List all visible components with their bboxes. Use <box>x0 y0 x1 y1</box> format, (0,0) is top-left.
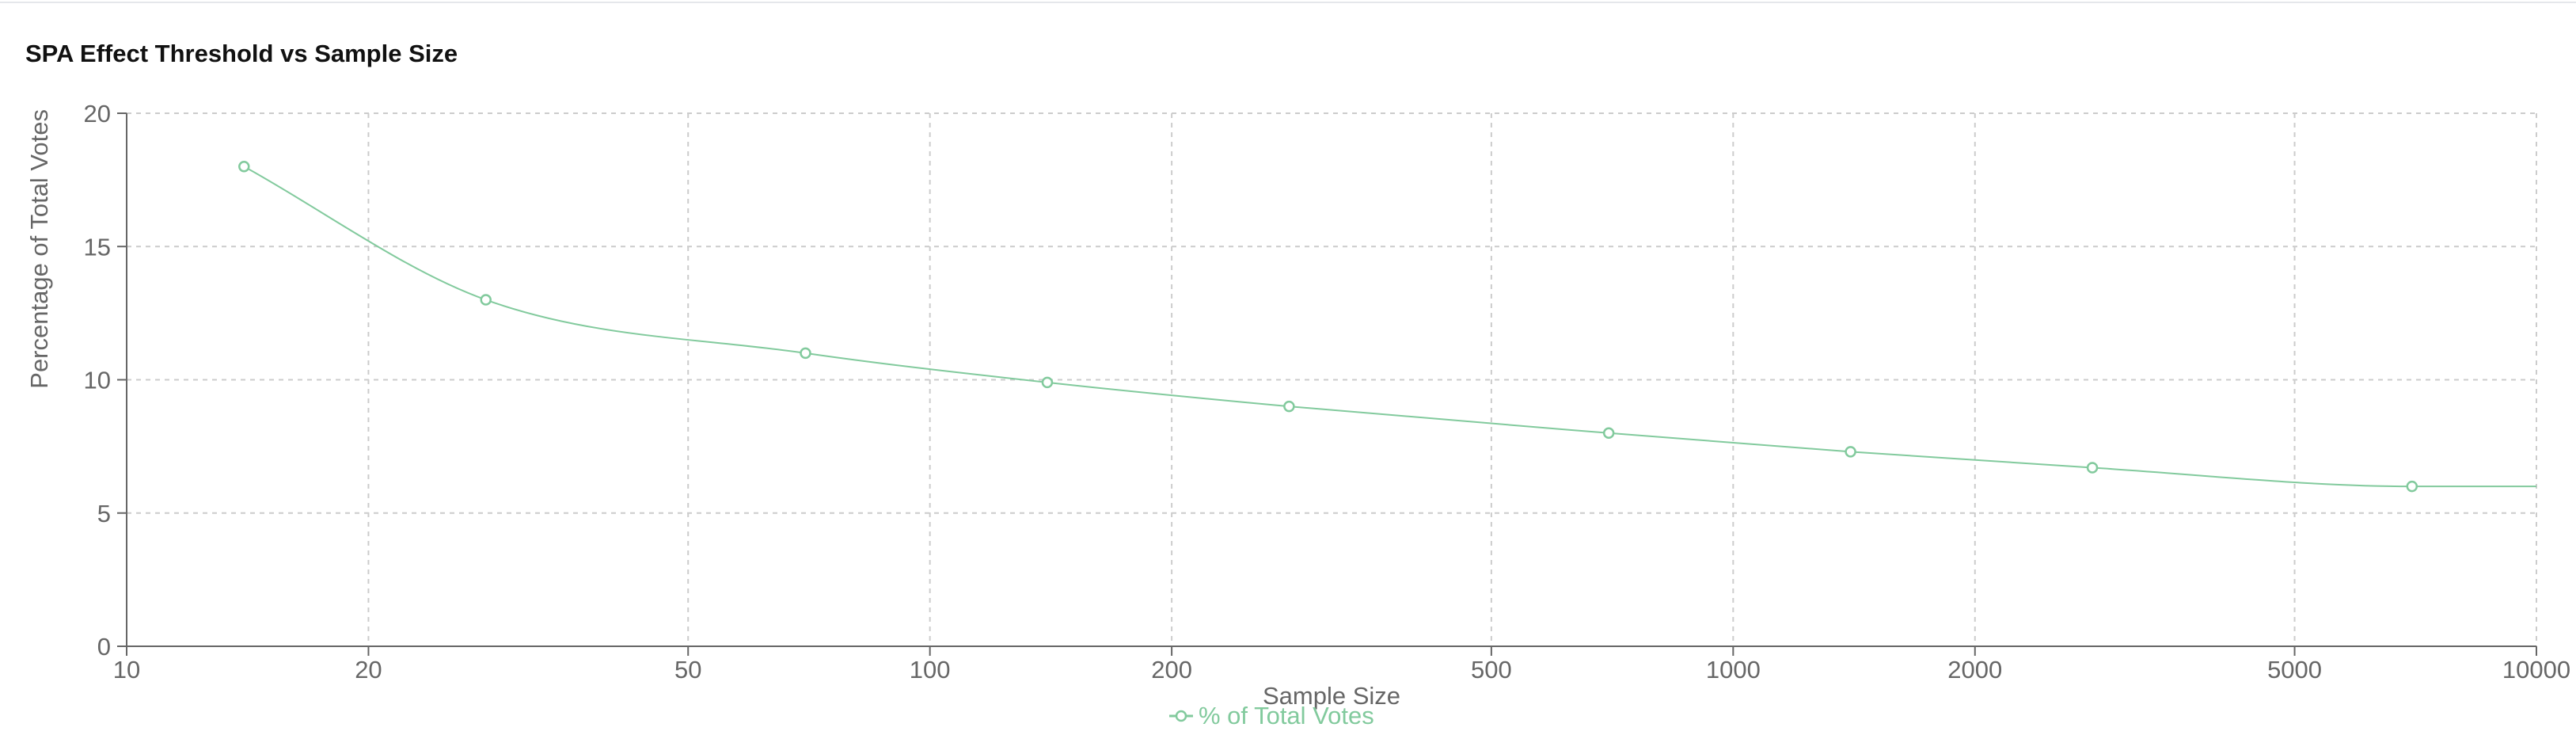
axes: 10 20 50 100 200 500 1000 2000 5000 10000 0 5 10 15 20 <box>84 100 2571 684</box>
data-point <box>480 294 492 306</box>
x-tick-label: 1000 <box>1706 656 1761 684</box>
data-point <box>1283 400 1295 413</box>
y-tick-label: 5 <box>97 500 111 527</box>
data-point <box>2086 462 2099 474</box>
series-layer <box>238 161 2536 493</box>
top-border <box>0 0 2576 3</box>
chart-title: SPA Effect Threshold vs Sample Size <box>25 40 458 67</box>
grid <box>126 112 2537 647</box>
y-tick-label: 0 <box>97 633 111 661</box>
x-axis-label: Sample Size <box>1263 682 1400 710</box>
x-tick-label: 200 <box>1151 656 1192 684</box>
x-tick-label: 2000 <box>1947 656 2002 684</box>
x-tick-label: 100 <box>910 656 951 684</box>
labels: Sample Size Percentage of Total Votes <box>25 109 1400 710</box>
series-line <box>243 166 2536 488</box>
y-tick-label: 10 <box>84 367 111 394</box>
x-tick-label: 20 <box>355 656 382 684</box>
x-tick-label: 10 <box>113 656 140 684</box>
legend-swatch-marker <box>1175 710 1187 722</box>
x-tick-label: 50 <box>674 656 701 684</box>
data-point <box>1602 427 1615 440</box>
x-tick-label: 5000 <box>2267 656 2322 684</box>
x-tick-label: 500 <box>1471 656 1512 684</box>
data-point <box>238 161 250 173</box>
legend-label: % of Total Votes <box>1199 702 1374 729</box>
x-tick-label: 10000 <box>2502 656 2570 684</box>
y-tick-label: 20 <box>84 100 111 128</box>
data-point <box>2406 480 2418 493</box>
y-axis-label: Percentage of Total Votes <box>25 109 53 389</box>
y-tick-label: 15 <box>84 233 111 261</box>
data-point <box>1845 446 1856 458</box>
data-point <box>1041 376 1054 389</box>
legend: % of Total Votes <box>1169 702 1374 729</box>
data-point <box>800 347 811 360</box>
